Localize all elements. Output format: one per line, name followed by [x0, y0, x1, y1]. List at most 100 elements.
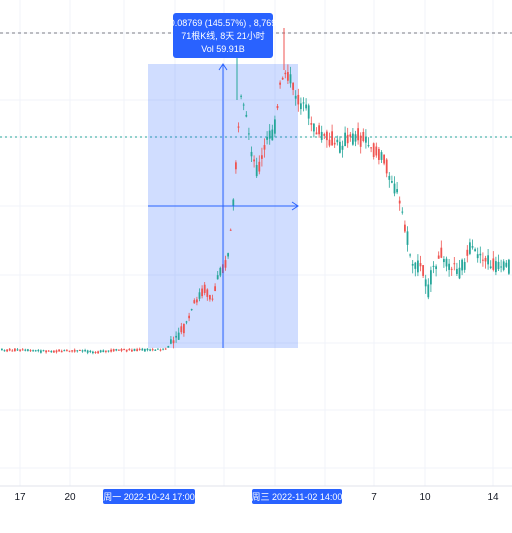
- candle-body: [482, 259, 484, 261]
- candle-body: [448, 263, 450, 270]
- candle-body: [393, 183, 396, 194]
- measure-tooltip-bars-duration: 71根K线, 8天 21小时: [181, 30, 265, 41]
- candle-body: [86, 350, 89, 353]
- candle-body: [492, 258, 495, 270]
- candle-body: [183, 324, 185, 334]
- candle-body: [320, 131, 323, 140]
- candle-body: [196, 299, 198, 303]
- time-axis-tick: 20: [64, 492, 76, 503]
- candle-body: [461, 259, 463, 271]
- candle-body: [125, 349, 128, 352]
- range-start-time-label: 周一 2022-10-24 17:00: [103, 492, 195, 502]
- candle-body: [378, 148, 380, 160]
- candle-body: [398, 200, 401, 204]
- crosshair: [148, 63, 299, 348]
- candle-body: [232, 199, 235, 206]
- candle-body: [1, 348, 3, 351]
- candle-body: [305, 104, 307, 109]
- candle-body: [495, 261, 497, 273]
- candle-body: [73, 349, 76, 352]
- candle-body: [32, 350, 34, 352]
- candle-body: [167, 345, 170, 348]
- candle-body: [76, 350, 79, 352]
- candle-body: [328, 139, 331, 146]
- candle-body: [250, 151, 253, 157]
- candle-body: [396, 189, 398, 193]
- candle-body: [424, 279, 427, 287]
- candle-body: [463, 261, 466, 270]
- candle-body: [456, 268, 458, 274]
- candle-body: [419, 263, 422, 267]
- candle-body: [466, 249, 469, 256]
- candle-body: [271, 129, 274, 141]
- candle-body: [476, 254, 479, 259]
- candle-body: [170, 339, 172, 344]
- candle-body: [141, 348, 144, 351]
- candle-body: [406, 231, 409, 245]
- candle-body: [263, 145, 266, 150]
- candle-body: [414, 262, 417, 269]
- time-axis-tick: 7: [371, 492, 377, 503]
- candle-body: [185, 321, 188, 323]
- candle-body: [131, 349, 133, 352]
- candle-body: [99, 350, 102, 353]
- candle-body: [89, 350, 92, 352]
- candle-body: [437, 255, 440, 259]
- candle-body: [66, 350, 68, 352]
- candle-body: [370, 147, 372, 149]
- candle-body: [138, 348, 141, 350]
- candle-body: [409, 254, 411, 256]
- candle-body: [326, 131, 328, 141]
- candle-body: [47, 350, 50, 352]
- candle-body: [279, 82, 281, 85]
- candle-body: [144, 348, 146, 352]
- candle-body: [193, 300, 196, 304]
- candle-body: [16, 349, 19, 351]
- candle-body: [6, 349, 8, 352]
- candle-body: [53, 350, 55, 353]
- candle-body: [367, 145, 370, 147]
- candle-body: [229, 229, 232, 231]
- candle-body: [432, 265, 435, 267]
- candle-body: [383, 154, 385, 164]
- candle-body: [443, 259, 445, 263]
- candle-body: [21, 349, 24, 351]
- candle-body: [175, 335, 177, 338]
- candle-body: [115, 349, 118, 351]
- candle-body: [354, 134, 357, 142]
- candle-body: [112, 349, 115, 352]
- candle-body: [123, 349, 125, 351]
- candle-body: [81, 350, 84, 352]
- candle-body: [385, 159, 388, 174]
- candle-body: [391, 181, 393, 183]
- candle-body: [27, 349, 29, 351]
- candle-body: [333, 142, 336, 145]
- candle-body: [372, 143, 375, 157]
- candle-body: [157, 348, 159, 350]
- candle-body: [401, 211, 404, 213]
- measure-vertical-arrow: [218, 63, 228, 71]
- candle-body: [427, 284, 430, 298]
- measure-tooltip-box: [173, 13, 273, 58]
- candle-body: [346, 134, 349, 144]
- candle-body: [164, 348, 167, 350]
- candle-body: [274, 119, 276, 134]
- candle-body: [294, 95, 297, 99]
- candle-body: [29, 350, 32, 352]
- measure-tooltip-price-change: 0.08769 (145.57%) , 8,769: [170, 18, 277, 28]
- candle-body: [94, 351, 97, 353]
- candle-body: [107, 350, 110, 352]
- candle-body: [34, 350, 37, 352]
- candle-body: [146, 348, 149, 351]
- candle-body: [336, 139, 339, 143]
- candle-body: [292, 82, 294, 90]
- candle-body: [118, 349, 120, 351]
- candle-body: [315, 132, 318, 135]
- candle-body: [365, 136, 367, 143]
- time-axis[interactable]: 17 20 7 10 14 周一 2022-10-24 17:00 周三 202…: [0, 485, 512, 504]
- candle-body: [445, 258, 448, 267]
- candle-body: [362, 132, 365, 141]
- candle-body: [268, 130, 271, 139]
